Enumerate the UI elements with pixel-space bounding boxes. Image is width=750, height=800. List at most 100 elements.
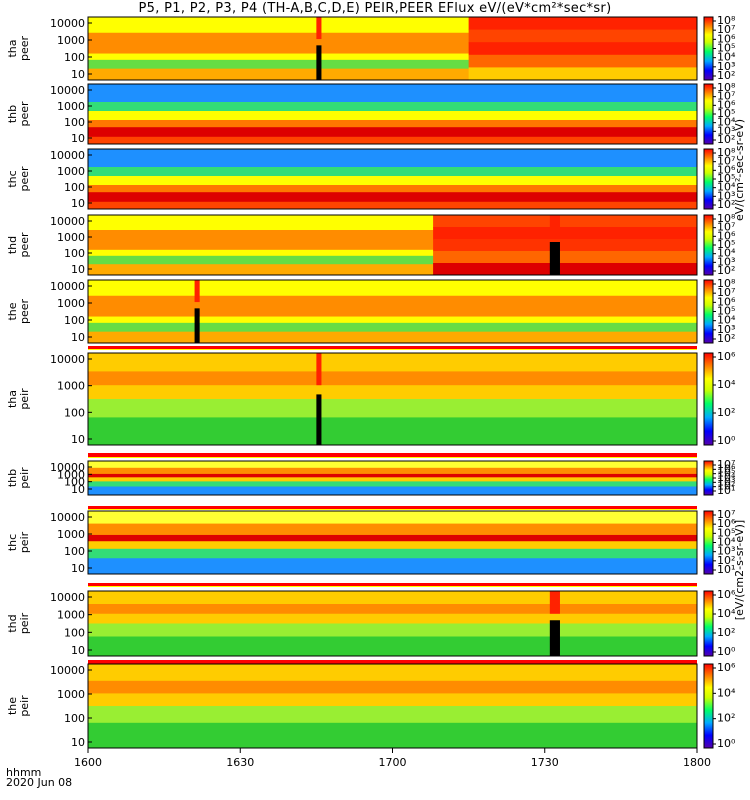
colorbar-tick-label: 10⁵	[717, 172, 735, 185]
energy-band	[88, 249, 697, 257]
panel-probe-label: thb	[6, 469, 19, 487]
panel-probe-label: thc	[6, 170, 19, 187]
colorbar-tick-label: 10²	[717, 406, 735, 419]
y-tick-label: 1000	[57, 688, 85, 701]
plot-title: P5, P1, P2, P3, P4 (TH-A,B,C,D,E) PEIR,P…	[138, 1, 612, 16]
energy-band	[88, 120, 697, 128]
colorbar-tick-label: 10⁷	[717, 23, 735, 36]
y-tick-label: 10	[71, 263, 85, 276]
panel-frame	[87, 16, 698, 81]
y-tick-label: 100	[64, 476, 85, 489]
panel-label: thcpeer	[6, 166, 31, 192]
energy-band	[88, 149, 697, 168]
data-gap	[316, 45, 322, 80]
panel-probe-label: tha	[6, 39, 19, 57]
colorbar-tick-label: 10⁴	[717, 247, 736, 260]
panel-probe-label: thd	[6, 614, 19, 632]
panel-probe-label: thd	[6, 236, 19, 254]
energy-band	[88, 534, 697, 542]
panel-separator-stripe-edge	[88, 586, 697, 587]
y-tick-label: 10	[71, 331, 85, 344]
panel-separator-stripe	[88, 506, 697, 509]
gap-header-band	[316, 17, 322, 40]
energy-band	[88, 136, 697, 145]
energy-band	[88, 353, 697, 372]
regime-shift-band	[433, 239, 697, 252]
y-tick-label: 10	[71, 644, 85, 657]
colorbar-tick-label: 10⁵	[717, 238, 735, 251]
gap-header-band	[549, 591, 560, 614]
data-gap	[549, 242, 560, 275]
energy-band	[88, 467, 697, 475]
colorbar-tick-label: 10⁴	[717, 116, 736, 129]
energy-band	[88, 127, 697, 138]
panel-probe-label: thc	[6, 534, 19, 551]
colorbar-tick-label: 10¹	[717, 484, 735, 497]
colorbar-tick-label: 10¹	[717, 563, 735, 576]
colorbar	[703, 148, 714, 210]
y-tick-label: 10	[71, 736, 85, 749]
energy-band	[88, 102, 697, 112]
regime-shift-band	[468, 29, 697, 43]
energy-band	[88, 706, 697, 724]
panel-frame	[87, 214, 698, 276]
panel-kind-label: peir	[18, 388, 31, 410]
regime-shift-band	[433, 263, 697, 276]
energy-band	[88, 176, 697, 186]
energy-band	[88, 68, 697, 81]
panel-probe-label: tha	[6, 390, 19, 408]
energy-band	[88, 477, 697, 482]
colorbar	[703, 590, 714, 657]
colorbar	[703, 510, 714, 575]
y-tick-label: 10	[71, 68, 85, 81]
time-axis-date: 2020 Jun 08	[6, 776, 73, 789]
panel-label: thapeer	[6, 36, 31, 62]
colorbar-tick-label: 10⁵	[717, 467, 735, 480]
colorbar-tick-label: 10⁷	[717, 286, 735, 299]
panel-thc_peir: 10000 1000 100 10 thcpeir 10⁷10⁶10⁵10⁴10³10²1…	[6, 508, 736, 576]
colorbar	[703, 279, 714, 344]
colorbar	[703, 16, 714, 81]
energy-band	[88, 722, 697, 749]
energy-band	[88, 604, 697, 615]
panel-frame	[87, 148, 698, 210]
colorbar-tick-label: 10²	[717, 554, 735, 567]
panel-thc_peer: 10000 1000 100 10 thcpeer 10⁸10⁷10⁶10⁵10⁴10³1…	[6, 146, 736, 211]
x-tick-label: 1800	[683, 756, 711, 769]
y-tick-label: 1000	[57, 528, 85, 541]
regime-shift-band	[468, 54, 697, 68]
panel-thb_peer: 10000 1000 100 10 thbpeer 10⁸10⁷10⁶10⁵10⁴10³1…	[6, 81, 736, 146]
energy-band	[88, 473, 697, 478]
y-tick-label: 10000	[50, 511, 85, 524]
y-tick-label: 10	[71, 132, 85, 145]
energy-band	[88, 111, 697, 121]
panel-probe-label: thb	[6, 105, 19, 123]
colorbar-tick-label: 10³	[717, 255, 735, 268]
colorbar-tick-label: 10⁷	[717, 458, 735, 471]
y-tick-label: 1000	[57, 34, 85, 47]
panel-kind-label: peer	[18, 299, 31, 325]
y-tick-label: 1000	[57, 609, 85, 622]
y-tick-label: 1000	[57, 297, 85, 310]
energy-band	[88, 481, 697, 487]
colorbar-tick-label: 10³	[717, 124, 735, 137]
energy-band	[88, 693, 697, 707]
data-gap	[316, 394, 322, 445]
x-tick-label: 1630	[226, 756, 254, 769]
panel-tha_peir: 10000 1000 100 10 thapeir 10⁶ 10⁴ 10² 10⁰	[6, 350, 736, 447]
x-tick-label: 1600	[74, 756, 102, 769]
energy-band	[88, 201, 697, 210]
y-tick-label: 1000	[57, 165, 85, 178]
gap-header-band	[194, 280, 200, 303]
panel-label: thbpeer	[6, 101, 31, 127]
colorbar-tick-label: 10⁴	[717, 314, 736, 327]
energy-band	[88, 636, 697, 657]
colorbar-tick-label: 10⁴	[717, 686, 736, 699]
panel-label: thapeir	[6, 388, 31, 410]
energy-band	[88, 185, 697, 193]
energy-band	[88, 84, 697, 103]
y-tick-label: 100	[64, 314, 85, 327]
panel-kind-label: peer	[18, 36, 31, 62]
panel-kind-label: peer	[18, 166, 31, 192]
